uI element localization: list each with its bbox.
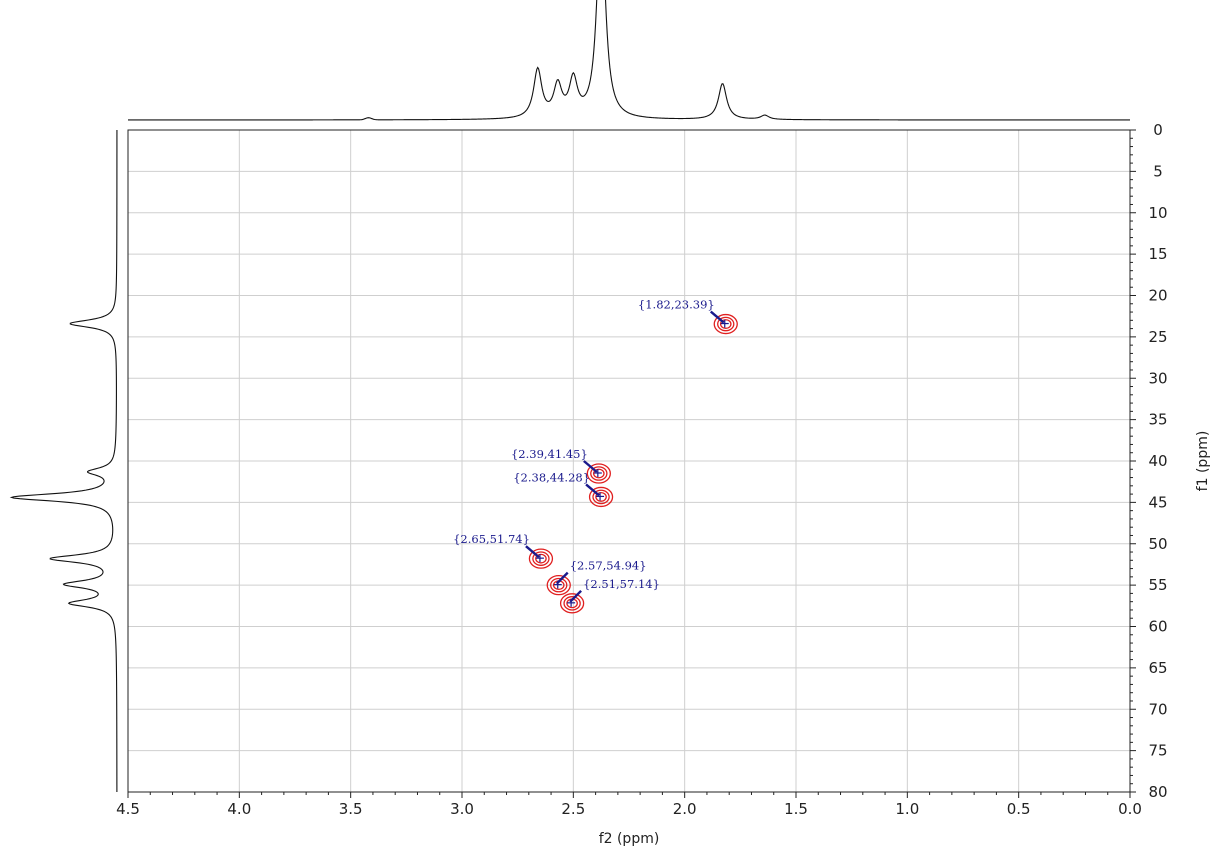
peak-3: {2.65,51.74} bbox=[453, 532, 554, 569]
peak-leader bbox=[585, 483, 600, 497]
peak-label: {2.57,54.94} bbox=[570, 559, 647, 573]
y-tick-label: 60 bbox=[1148, 618, 1167, 636]
left-projection-trace bbox=[9, 130, 118, 792]
x-tick-label: 3.5 bbox=[339, 800, 363, 818]
peak-5: {2.51,57.14} bbox=[559, 577, 660, 614]
y-tick-label: 30 bbox=[1148, 369, 1167, 387]
x-tick-label: 2.5 bbox=[561, 800, 585, 818]
y-tick-label: 80 bbox=[1148, 783, 1167, 801]
y-tick-label: 65 bbox=[1148, 659, 1167, 677]
peak-contour bbox=[550, 577, 568, 593]
y-tick-label: 45 bbox=[1148, 493, 1167, 511]
y-tick-label: 20 bbox=[1148, 287, 1167, 305]
y-axis: 0 5 10 15 20 25 30 35 40 45 50 55 60 65 70 75 80 bbox=[1130, 121, 1168, 801]
x-tick-label: 0.0 bbox=[1118, 800, 1142, 818]
peak-label: {2.65,51.74} bbox=[453, 532, 530, 546]
peak-label: {1.82,23.39} bbox=[638, 298, 715, 312]
peak-contour bbox=[717, 316, 735, 332]
x-tick-label: 1.0 bbox=[895, 800, 919, 818]
peak-contour bbox=[713, 313, 738, 335]
peak-contour bbox=[563, 596, 581, 611]
peak-leader bbox=[555, 571, 569, 585]
y-tick-label: 25 bbox=[1148, 328, 1167, 346]
y-axis-title: f1 (ppm) bbox=[1195, 431, 1211, 492]
x-tick-label: 0.5 bbox=[1007, 800, 1031, 818]
peak-leader bbox=[525, 545, 540, 559]
top-projection-trace bbox=[128, 0, 1130, 121]
y-tick-label: 35 bbox=[1148, 411, 1167, 429]
y-tick-label: 10 bbox=[1148, 204, 1167, 222]
peak-1: {2.39,41.45} bbox=[511, 447, 611, 484]
peak-leader bbox=[569, 589, 582, 603]
y-tick-label: 55 bbox=[1148, 576, 1167, 594]
peak-contour bbox=[592, 489, 610, 505]
peak-2: {2.38,44.28} bbox=[513, 470, 614, 508]
x-tick-label: 2.0 bbox=[673, 800, 697, 818]
y-tick-label: 75 bbox=[1148, 742, 1167, 760]
x-tick-label: 3.0 bbox=[450, 800, 474, 818]
x-tick-label: 4.0 bbox=[227, 800, 251, 818]
peak-4: {2.57,54.94} bbox=[546, 559, 647, 596]
y-tick-label: 5 bbox=[1153, 162, 1163, 180]
peak-contour bbox=[559, 593, 585, 614]
y-tick-label: 40 bbox=[1148, 452, 1167, 470]
x-tick-label: 1.5 bbox=[784, 800, 808, 818]
peak-label: {2.51,57.14} bbox=[583, 577, 660, 591]
x-tick-label: 4.5 bbox=[116, 800, 140, 818]
y-tick-label: 15 bbox=[1148, 245, 1167, 263]
grid bbox=[127, 129, 1131, 793]
peak-contour bbox=[532, 551, 550, 566]
y-tick-label: 0 bbox=[1153, 121, 1163, 139]
y-tick-label: 70 bbox=[1148, 700, 1167, 718]
peak-contour bbox=[719, 319, 732, 329]
x-axis: 4.5 4.0 3.5 3.0 2.5 2.0 1.5 1.0 0.5 0.0 bbox=[116, 792, 1142, 818]
peaks: {1.82,23.39} {2.39,41.45} {2.38,44.28} {2.6… bbox=[453, 298, 738, 614]
x-axis-title: f2 (ppm) bbox=[599, 831, 660, 847]
peak-contour bbox=[588, 486, 614, 508]
y-tick-label: 50 bbox=[1148, 535, 1167, 553]
peak-label: {2.38,44.28} bbox=[513, 470, 590, 484]
peak-leader bbox=[583, 460, 598, 473]
peak-contour bbox=[546, 574, 571, 596]
peak-contour bbox=[535, 553, 547, 564]
peak-0: {1.82,23.39} bbox=[638, 298, 738, 335]
peak-leader bbox=[709, 310, 725, 324]
peak-contour bbox=[595, 491, 607, 502]
peak-contour bbox=[528, 548, 554, 569]
peak-contour bbox=[593, 468, 605, 479]
peak-label: {2.39,41.45} bbox=[511, 447, 588, 461]
peak-contour bbox=[590, 466, 608, 481]
peak-contour bbox=[586, 463, 611, 484]
